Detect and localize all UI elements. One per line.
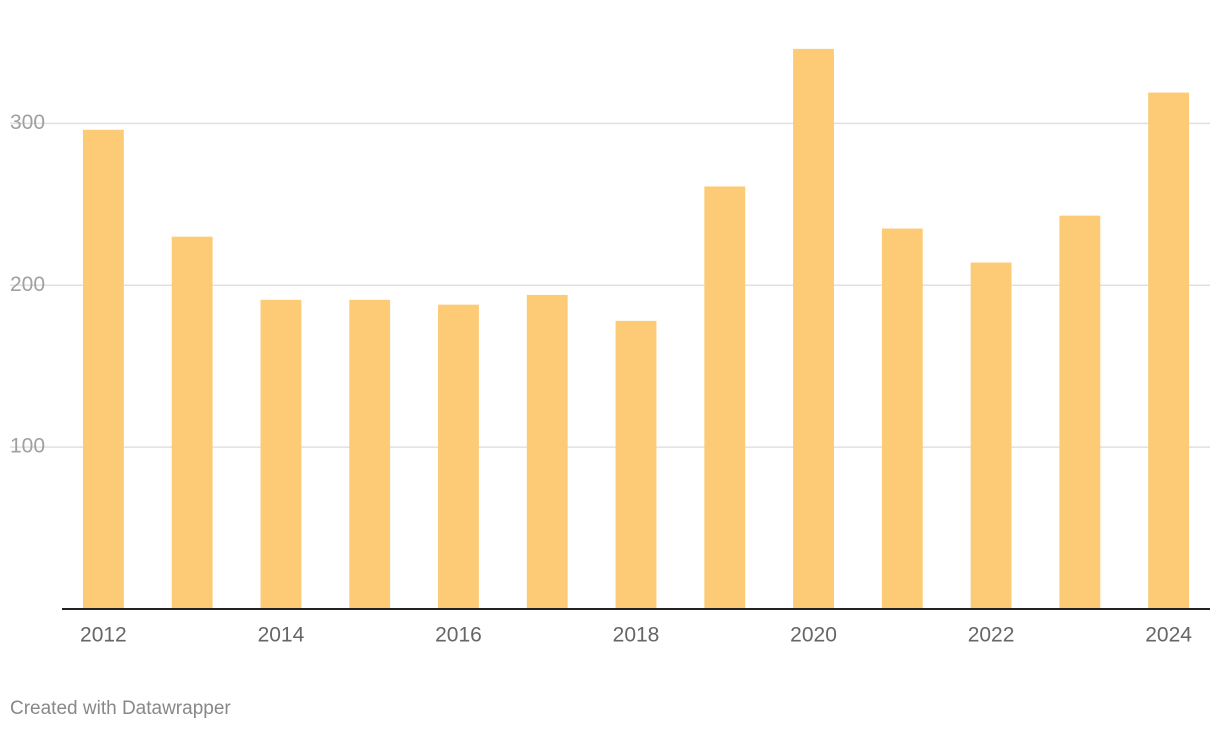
- bar: [1059, 215, 1101, 609]
- x-tick-label: 2018: [613, 624, 660, 647]
- x-tick-label: 2024: [1145, 624, 1192, 647]
- bar: [970, 262, 1012, 609]
- footer: Created with Datawrapper: [10, 698, 231, 719]
- bar: [704, 186, 746, 609]
- x-tick-label: 2014: [258, 624, 305, 647]
- x-tick-label: 2020: [790, 624, 837, 647]
- y-tick-label: 100: [10, 435, 45, 458]
- x-tick-label: 2016: [435, 624, 482, 647]
- x-tick-label: 2012: [80, 624, 127, 647]
- bar: [171, 236, 213, 609]
- bar: [526, 294, 568, 609]
- x-tick-label: 2022: [968, 624, 1015, 647]
- bar: [349, 299, 391, 609]
- bar: [1148, 92, 1190, 609]
- bar: [615, 320, 657, 609]
- y-tick-label: 200: [10, 273, 45, 296]
- y-tick-label: 300: [10, 111, 45, 134]
- bar: [260, 299, 302, 609]
- bar: [793, 48, 834, 609]
- bar: [881, 228, 923, 609]
- bar: [82, 129, 124, 610]
- bar: [438, 304, 479, 609]
